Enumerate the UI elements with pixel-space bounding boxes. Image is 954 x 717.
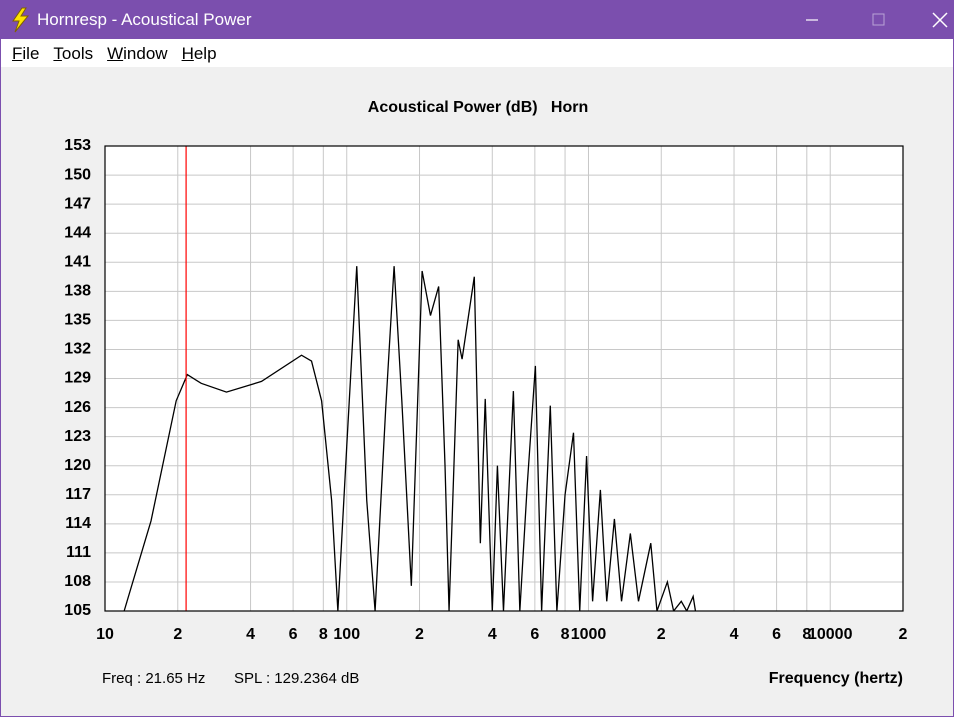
y-tick-label: 123 [64,428,91,445]
window-controls[interactable] [793,1,953,39]
y-tick-label: 108 [64,573,91,590]
y-tick-label: 111 [66,544,91,561]
menu-item[interactable]: Tools [53,44,94,63]
x-tick-label: 4 [246,626,255,643]
x-tick-label: 2 [899,626,908,643]
x-tick-label: 1000 [571,626,607,643]
plot-frame [104,145,904,612]
x-tick-label: 2 [657,626,666,643]
x-tick-label: 4 [488,626,497,643]
y-tick-label: 105 [64,602,91,619]
y-tick-label: 147 [64,195,91,212]
menu-item[interactable]: Help [181,44,217,63]
x-tick-label: 10 [96,626,114,643]
y-tick-label: 135 [64,312,91,329]
x-tick-label: 100 [333,626,360,643]
chart-title: Acoustical Power (dB) Horn [368,99,588,116]
x-tick-label: 2 [415,626,424,643]
x-tick-label: 8 [319,626,328,643]
menu-bar: File Tools Window Help [1,39,953,67]
y-tick-label: 141 [64,253,91,270]
title-bar: Hornresp - Acoustical Power [1,1,953,39]
x-tick-label: 6 [289,626,298,643]
menu-item[interactable]: File [12,44,40,63]
menu-item[interactable]: Window [107,44,168,63]
y-tick-label: 153 [64,137,91,154]
y-tick-label: 120 [64,457,91,474]
x-tick-label: 4 [730,626,739,643]
x-tick-label: 2 [173,626,182,643]
x-tick-label: 8 [802,626,811,643]
x-tick-label: 6 [530,626,539,643]
x-tick-label: 6 [772,626,781,643]
x-axis-label: Frequency (hertz) [769,670,903,687]
y-tick-label: 129 [64,370,91,387]
app-icon [12,7,30,33]
chart: Acoustical Power (dB) Horn Frequency (he… [64,99,908,687]
power-curve [123,266,697,611]
y-tick-label: 126 [64,399,91,416]
y-tick-label: 150 [64,166,91,183]
y-tick-label: 132 [64,341,91,358]
y-tick-label: 144 [64,224,91,241]
cursor-spl: SPL : 129.2364 dB [234,670,359,687]
cursor-freq: Freq : 21.65 Hz [102,670,205,687]
y-tick-label: 138 [64,283,91,300]
window-title: Hornresp - Acoustical Power [37,10,252,29]
y-tick-label: 114 [65,515,91,532]
y-tick-label: 117 [65,486,91,503]
x-tick-label: 8 [561,626,570,643]
x-tick-label: 10000 [808,626,853,643]
